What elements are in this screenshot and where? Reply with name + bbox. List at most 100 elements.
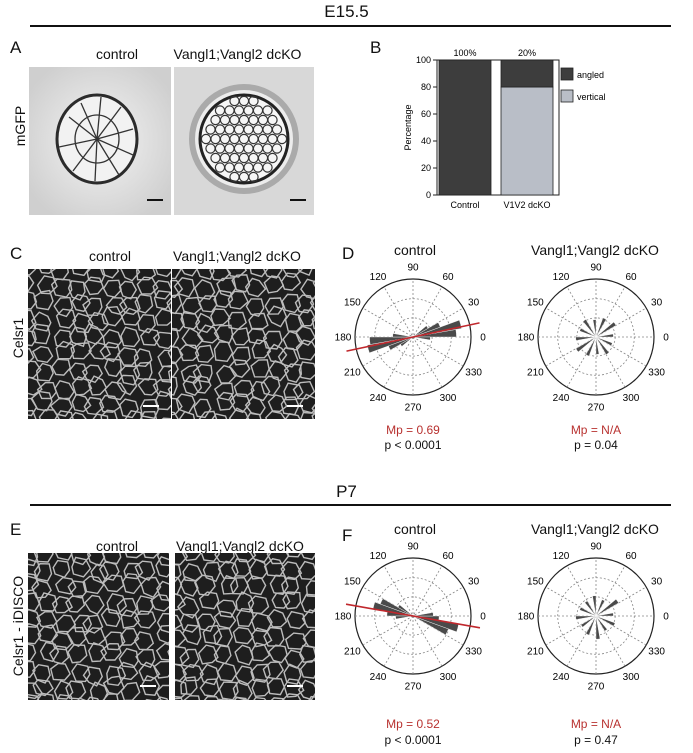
polar-bin <box>412 325 429 338</box>
polar-tick-label: 150 <box>527 577 544 588</box>
polar-tick-label: 210 <box>527 368 544 379</box>
polar-mean-line <box>345 603 481 629</box>
polar-bin <box>595 336 613 346</box>
polar-tick-label: 270 <box>588 403 605 414</box>
polar-tick-label: 30 <box>651 298 663 309</box>
bar-angled <box>438 59 492 196</box>
panel-f-left-label: control <box>393 521 437 537</box>
bar-angled <box>500 59 554 88</box>
polar-bin <box>592 319 597 338</box>
polar-bin <box>584 600 597 617</box>
polar-tick-label: 0 <box>663 333 669 344</box>
polar-bin <box>412 336 431 341</box>
polar-bin <box>582 319 597 338</box>
polar-tick-label: 330 <box>648 647 665 658</box>
panel-c-control-scalebar <box>143 405 159 407</box>
polar-tick-label: 330 <box>648 368 665 379</box>
panel-e-control-image <box>28 553 169 700</box>
polar-bin <box>575 336 597 341</box>
polar-tick-label: 90 <box>407 542 419 553</box>
polar-bin <box>595 615 616 627</box>
polar-bin <box>400 336 414 347</box>
polar-tick-label: 150 <box>527 298 544 309</box>
polar-tick-label: 0 <box>663 612 669 623</box>
polar-bin <box>595 615 608 632</box>
y-tick-label: 60 <box>421 109 431 119</box>
polar-tick-label: 240 <box>370 672 387 683</box>
panel-a-control-drawing <box>29 67 171 215</box>
panel-letter-f: F <box>342 526 353 545</box>
polar-bin <box>392 333 414 338</box>
panel-e-row-label: Celsr1 - iDISCO <box>10 575 26 677</box>
polar-tick-label: 0 <box>480 333 486 344</box>
polar-tick-label: 30 <box>468 577 480 588</box>
polar-bin <box>595 598 619 617</box>
polar-tick-label: 270 <box>405 682 422 693</box>
panel-d-left-mp: Mp = 0.69 <box>386 423 440 437</box>
polar-tick-label: 240 <box>370 393 387 404</box>
section-title-p7: P7 <box>336 482 357 501</box>
panel-a-control-image <box>29 67 171 215</box>
polar-tick-label: 150 <box>344 577 361 588</box>
panel-d-right-label: Vangl1;Vangl2 dcKO <box>531 242 659 258</box>
panel-f-right-p: p = 0.47 <box>574 733 618 747</box>
panel-d-right-mp: Mp = N/A <box>570 423 622 437</box>
bar-vertical <box>500 86 554 196</box>
polar-bin <box>592 595 597 617</box>
panel-letter-e: E <box>10 520 22 539</box>
panel-letter-c: C <box>10 244 23 263</box>
polar-bin <box>585 336 597 357</box>
x-tick-label: V1V2 dcKO <box>503 200 550 210</box>
bar-chart: 0 20 40 60 80 100 Percentage Control 100% V1V2 dc… <box>403 48 606 210</box>
x-tick-label: Control <box>450 200 479 210</box>
polar-tick-label: 210 <box>527 647 544 658</box>
panel-e-left-label: control <box>95 538 139 554</box>
polar-tick-label: 30 <box>651 577 663 588</box>
polar-bin <box>595 612 614 617</box>
polar-tick-label: 90 <box>590 542 602 553</box>
panel-a-right-label: Vangl1;Vangl2 dcKO <box>173 46 302 62</box>
polar-bin <box>595 336 610 355</box>
panel-a-control-scalebar <box>147 199 163 201</box>
polar-tick-label: 240 <box>553 393 570 404</box>
panel-a-dcko-image <box>174 67 314 215</box>
data-label: 20% <box>518 48 536 58</box>
panel-c-dcko-scalebar <box>287 405 303 407</box>
polar-tick-label: 270 <box>588 682 605 693</box>
panel-c-control-image <box>28 269 171 419</box>
polar-bin <box>579 607 597 617</box>
panel-a-row-label: mGFP <box>12 105 28 147</box>
polar-tick-label: 90 <box>407 263 419 274</box>
y-tick-label: 40 <box>421 136 431 146</box>
section-rule-p7 <box>30 504 671 506</box>
panel-f-left-p: p < 0.0001 <box>384 733 442 747</box>
polar-tick-label: 90 <box>590 263 602 274</box>
polar-tick-label: 210 <box>344 647 361 658</box>
legend-swatch-vertical <box>560 89 574 103</box>
polar-tick-label: 150 <box>344 298 361 309</box>
polar-bin <box>595 599 605 617</box>
polar-bin <box>388 336 414 351</box>
y-tick-label: 0 <box>426 190 431 200</box>
plot-frame <box>436 59 560 196</box>
legend-label-angled: angled <box>577 70 604 80</box>
y-axis-label: Percentage <box>403 104 413 150</box>
polar-tick-label: 330 <box>465 647 482 658</box>
legend-label-vertical: vertical <box>577 92 606 102</box>
polar-bin <box>575 615 597 620</box>
polar-bin <box>412 612 434 617</box>
polar-tick-label: 270 <box>405 403 422 414</box>
polar-tick-label: 330 <box>465 368 482 379</box>
polar-tick-label: 180 <box>518 612 535 623</box>
panel-a-dcko-drawing <box>174 67 314 215</box>
polar-bin <box>585 615 597 636</box>
section-rule-e155 <box>30 25 671 27</box>
polar-tick-label: 60 <box>442 272 454 283</box>
panel-e-control-drawing <box>28 553 169 700</box>
panel-c-dcko-image <box>172 269 315 419</box>
panel-letter-b: B <box>370 38 382 57</box>
